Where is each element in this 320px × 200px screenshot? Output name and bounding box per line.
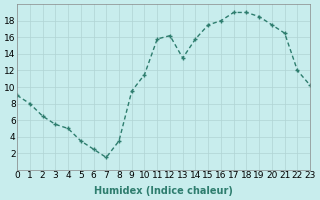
X-axis label: Humidex (Indice chaleur): Humidex (Indice chaleur): [94, 186, 233, 196]
